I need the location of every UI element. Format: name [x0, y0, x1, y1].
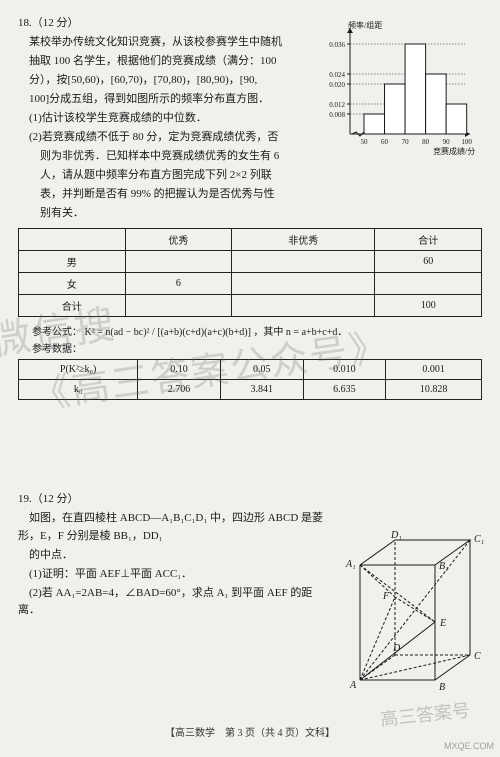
svg-text:0.020: 0.020	[329, 81, 345, 89]
q19-body: 如图，在直四棱柱 ABCD—A₁B₁C₁D₁ 中，四边形 ABCD 是菱形，E，…	[18, 510, 328, 618]
q18-line: 某校举办传统文化知识竞赛，从该校参赛学生中随机	[18, 34, 308, 51]
prism-diagram: A B C D A₁ B₁ C₁ D₁ E F	[340, 530, 490, 690]
table-row: 女 6	[19, 273, 482, 295]
svg-text:90: 90	[443, 138, 451, 146]
cell: 0.05	[220, 360, 303, 380]
svg-text:50: 50	[361, 138, 369, 146]
svg-text:F: F	[382, 591, 390, 602]
svg-text:0.036: 0.036	[329, 41, 345, 49]
q19-line: (2)若 AA₁=2AB=4，∠BAD=60°，求点 A₁ 到平面 AEF 的距…	[18, 585, 328, 619]
cell	[125, 295, 232, 317]
formula-text: K² = n(ad − bc)² / [(a+b)(c+d)(a+c)(b+d)…	[85, 327, 348, 338]
table-row: 合计 100	[19, 295, 482, 317]
cell: 0.001	[386, 360, 482, 380]
svg-text:频率/组距: 频率/组距	[348, 20, 382, 30]
formula-line: 参考公式： K² = n(ad − bc)² / [(a+b)(c+d)(a+c…	[32, 323, 482, 338]
q18-line: 100]分成五组，得到如图所示的频率分布直方图．	[18, 91, 308, 108]
svg-text:C₁: C₁	[474, 534, 484, 545]
row-header: 女	[19, 273, 126, 295]
cell	[125, 251, 232, 273]
q18-line: 表，并判断是否有 99% 的把握认为是否优秀与性	[18, 186, 308, 203]
cell: k₀	[19, 380, 138, 400]
cell: 6.635	[303, 380, 386, 400]
q19-line: 的中点．	[18, 547, 328, 564]
q18-line: 别有关．	[18, 205, 308, 222]
col-header: 合计	[375, 229, 482, 251]
svg-text:C: C	[474, 651, 481, 662]
q19-header: 19.（12 分）	[18, 490, 482, 506]
svg-text:0.008: 0.008	[329, 111, 345, 119]
row-header: 合计	[19, 295, 126, 317]
cell: P(K²≥k₀)	[19, 360, 138, 380]
formula-label: 参考公式：	[32, 327, 82, 338]
ref-data-label: 参考数据：	[32, 340, 482, 355]
cell: 100	[375, 295, 482, 317]
cell: 0.10	[138, 360, 221, 380]
svg-text:B: B	[439, 682, 445, 690]
cell: 6	[125, 273, 232, 295]
col-header	[19, 229, 126, 251]
col-header: 非优秀	[232, 229, 375, 251]
svg-text:A₁: A₁	[345, 559, 356, 570]
svg-text:0.012: 0.012	[329, 101, 345, 109]
table-row: 男 60	[19, 251, 482, 273]
q19-line: 如图，在直四棱柱 ABCD—A₁B₁C₁D₁ 中，四边形 ABCD 是菱形，E，…	[18, 510, 328, 544]
svg-text:0.024: 0.024	[329, 71, 345, 79]
svg-text:竞赛成绩/分: 竞赛成绩/分	[433, 146, 475, 156]
cell	[232, 251, 375, 273]
cell: 0.010	[303, 360, 386, 380]
svg-text:B₁: B₁	[439, 561, 449, 572]
table-row: k₀ 2.706 3.841 6.635 10.828	[19, 380, 482, 400]
q18-line: 人，请从题中频率分布直方图完成下列 2×2 列联	[18, 167, 308, 184]
svg-text:80: 80	[422, 138, 430, 146]
q18-line: (1)估计该校学生竞赛成绩的中位数．	[18, 110, 308, 127]
cell: 10.828	[386, 380, 482, 400]
corner-site: MXQE.COM	[444, 741, 494, 751]
svg-text:A: A	[349, 680, 357, 690]
cell	[232, 273, 375, 295]
histogram: 0.008 0.012 0.020 0.024 0.036 50 60 70 80 90 100 频率…	[308, 16, 488, 156]
cell	[232, 295, 375, 317]
svg-text:70: 70	[402, 138, 410, 146]
table-row: 优秀 非优秀 合计	[19, 229, 482, 251]
table-row: P(K²≥k₀) 0.10 0.05 0.010 0.001	[19, 360, 482, 380]
q19-line: (1)证明：平面 AEF⊥平面 ACC₁．	[18, 566, 328, 583]
reference-table: P(K²≥k₀) 0.10 0.05 0.010 0.001 k₀ 2.706 …	[18, 359, 482, 400]
svg-text:E: E	[439, 618, 446, 629]
cell: 3.841	[220, 380, 303, 400]
q18-line: 则为非优秀．已知样本中竞赛成绩优秀的女生有 6	[18, 148, 308, 165]
svg-text:D: D	[392, 643, 401, 654]
svg-text:D₁: D₁	[390, 530, 402, 541]
question-18: 18.（12 分） 某校举办传统文化知识竞赛，从该校参赛学生中随机 抽取 100…	[18, 14, 482, 400]
contingency-table: 优秀 非优秀 合计 男 60 女 6 合计 100	[18, 228, 482, 317]
q18-line: 抽取 100 名学生，根据他们的竞赛成绩（满分：100	[18, 53, 308, 70]
cell: 2.706	[138, 380, 221, 400]
svg-text:100: 100	[461, 138, 472, 146]
col-header: 优秀	[125, 229, 232, 251]
cell	[375, 273, 482, 295]
cell: 60	[375, 251, 482, 273]
q18-line: (2)若竞赛成绩不低于 80 分，定为竞赛成绩优秀，否	[18, 129, 308, 146]
row-header: 男	[19, 251, 126, 273]
q18-line: 分），按[50,60)，[60,70)，[70,80)，[80,90)，[90,	[18, 72, 308, 89]
q18-body: 某校举办传统文化知识竞赛，从该校参赛学生中随机 抽取 100 名学生，根据他们的…	[18, 34, 308, 222]
svg-text:60: 60	[381, 138, 389, 146]
